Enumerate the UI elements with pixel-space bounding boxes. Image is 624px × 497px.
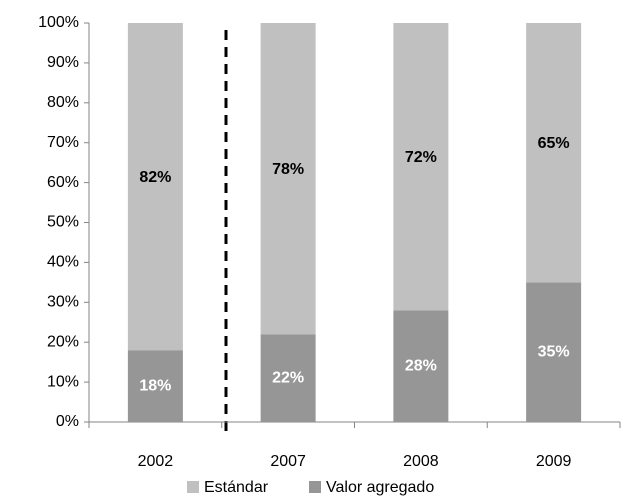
legend-swatch <box>309 481 321 493</box>
legend-swatch <box>187 481 199 493</box>
y-tick-label: 60% <box>47 174 79 191</box>
y-tick-label: 90% <box>47 54 79 71</box>
y-tick-label: 70% <box>47 134 79 151</box>
legend-label: Valor agregado <box>326 479 434 496</box>
bar-segment <box>127 350 183 422</box>
y-tick-label: 10% <box>47 373 79 390</box>
bar-segment <box>393 310 449 422</box>
legend-label: Estándar <box>204 479 269 496</box>
x-tick-label: 2008 <box>403 453 439 470</box>
bar-segment <box>526 282 582 422</box>
bar-segment <box>260 23 316 335</box>
data-label: 22% <box>272 369 304 386</box>
y-tick-label: 100% <box>38 14 79 31</box>
bar-segment <box>393 23 449 311</box>
y-tick-label: 40% <box>47 254 79 271</box>
x-tick-label: 2009 <box>536 453 572 470</box>
data-label: 72% <box>405 149 437 166</box>
data-label: 18% <box>139 377 171 394</box>
bar-segment <box>127 23 183 351</box>
data-label: 82% <box>139 169 171 186</box>
y-tick-label: 50% <box>47 214 79 231</box>
x-tick-label: 2007 <box>270 453 306 470</box>
x-tick-label: 2002 <box>138 453 174 470</box>
bar-segment <box>526 23 582 283</box>
data-label: 35% <box>538 343 570 360</box>
data-label: 78% <box>272 161 304 178</box>
data-label: 65% <box>538 135 570 152</box>
y-tick-label: 20% <box>47 333 79 350</box>
y-tick-label: 30% <box>47 294 79 311</box>
bar-segment <box>260 334 316 422</box>
y-tick-label: 0% <box>56 413 79 430</box>
y-tick-label: 80% <box>47 94 79 111</box>
data-label: 28% <box>405 357 437 374</box>
